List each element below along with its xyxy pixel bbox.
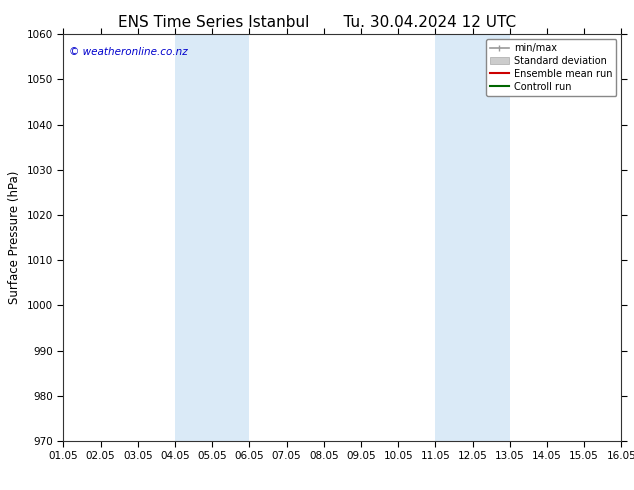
Bar — [175, 34, 249, 441]
Bar — [436, 34, 510, 441]
Text: © weatheronline.co.nz: © weatheronline.co.nz — [69, 47, 188, 56]
Legend: min/max, Standard deviation, Ensemble mean run, Controll run: min/max, Standard deviation, Ensemble me… — [486, 39, 616, 96]
Y-axis label: Surface Pressure (hPa): Surface Pressure (hPa) — [8, 171, 21, 304]
Text: ENS Time Series Istanbul       Tu. 30.04.2024 12 UTC: ENS Time Series Istanbul Tu. 30.04.2024 … — [118, 15, 516, 30]
